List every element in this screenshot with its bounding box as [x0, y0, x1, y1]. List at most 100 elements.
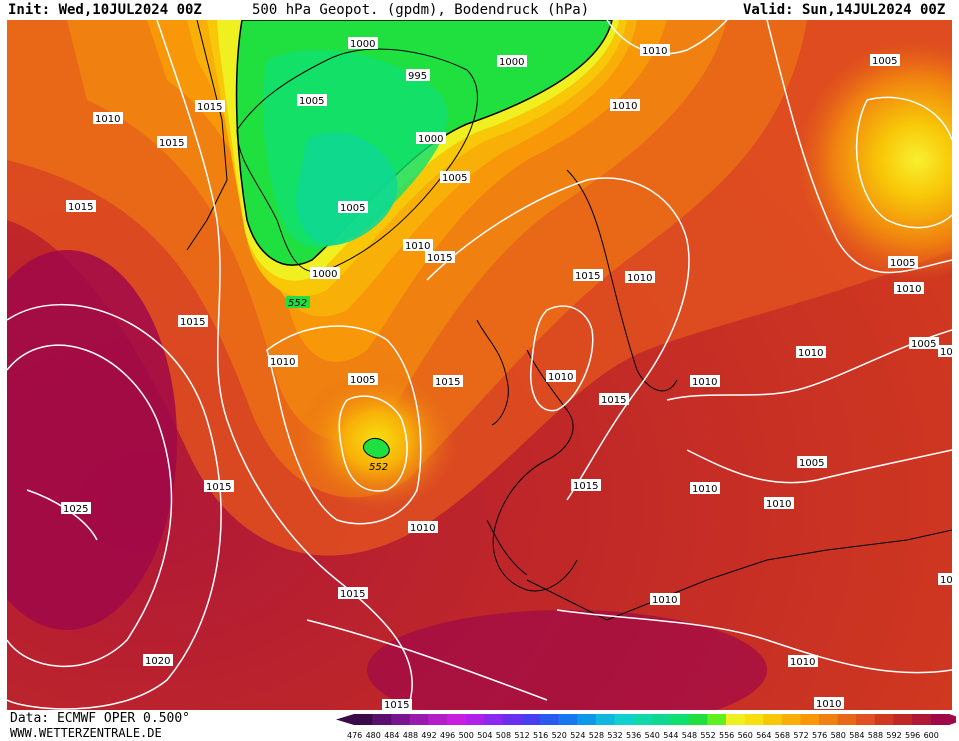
isobar-label: 1010 — [798, 348, 823, 359]
legend-swatch — [651, 714, 671, 725]
legend-swatch — [633, 714, 652, 725]
geopotential-label: 552 — [369, 462, 388, 473]
legend-tick-label: 596 — [905, 731, 920, 740]
isobar-label: 1000 — [350, 39, 375, 50]
isobar-label: 1010 — [766, 499, 791, 510]
isobar-label: 1005 — [911, 339, 936, 350]
legend-swatch — [893, 714, 913, 725]
isobar-label: 1005 — [890, 258, 915, 269]
coastlines — [186, 20, 952, 621]
color-scale-legend: 476 480 484 488 492 496 500 504 508 512 516 520 524 5… — [336, 714, 956, 740]
legend-swatch — [521, 714, 541, 725]
legend-swatch — [558, 714, 578, 725]
isobar-label: 1015 — [427, 253, 452, 264]
isobar-label: 1000 — [312, 269, 337, 280]
isobar-labels: 1000 995 1005 1000 1000 1005 1005 1000 1… — [61, 37, 952, 710]
legend-tick-label: 544 — [663, 731, 678, 740]
legend-tick-label: 516 — [533, 731, 548, 740]
isobar-label: 10 — [940, 575, 952, 586]
legend-tick-label: 548 — [682, 731, 697, 740]
isobar-label: 1015 — [68, 202, 93, 213]
legend-swatches — [336, 714, 956, 725]
legend-swatch — [595, 714, 615, 725]
isobar-label: 1010 — [652, 595, 677, 606]
height-zone-544 — [296, 132, 398, 246]
isobar-label: 1010 — [548, 372, 573, 383]
init-time-label: Init: Wed,10JUL2024 00Z — [8, 2, 202, 18]
legend-swatch — [688, 714, 708, 725]
legend-tick-label: 488 — [403, 731, 418, 740]
legend-tick-label: 520 — [552, 731, 567, 740]
legend-tick-label: 484 — [384, 731, 399, 740]
isobar-label: 1015 — [340, 589, 365, 600]
legend-tick-label: 572 — [793, 731, 808, 740]
isobar-label: 1005 — [340, 203, 365, 214]
legend-tick-label: 576 — [812, 731, 827, 740]
isobar-label: 1010 — [410, 523, 435, 534]
legend-swatch — [502, 714, 522, 725]
legend-tick-label: 592 — [886, 731, 901, 740]
isobar-label: 1015 — [197, 102, 222, 113]
legend-tick-label: 600 — [924, 731, 939, 740]
legend-tick-label: 508 — [496, 731, 511, 740]
legend-arrow-high — [949, 714, 956, 725]
isobar-label: 1015 — [180, 317, 205, 328]
legend-swatch — [819, 714, 838, 725]
legend-tick-label: 556 — [719, 731, 734, 740]
legend-tick-label: 560 — [738, 731, 753, 740]
legend-swatch — [744, 714, 764, 725]
isobar-label: 1015 — [601, 395, 626, 406]
isobar-label: 1010 — [692, 484, 717, 495]
data-source-label: Data: ECMWF OPER 0.500° — [10, 711, 191, 726]
isobar-label: 1000 — [499, 57, 524, 68]
legend-swatch — [447, 714, 466, 725]
legend-tick-label: 564 — [756, 731, 771, 740]
legend-tick-label: 584 — [849, 731, 864, 740]
isobar-lines — [7, 20, 952, 710]
legend-swatch — [484, 714, 504, 725]
legend-swatch — [428, 714, 448, 725]
isobar-label: 1020 — [145, 656, 170, 667]
isobar-label: 1025 — [63, 504, 88, 515]
legend-swatch — [874, 714, 894, 725]
isobar-label: 1005 — [299, 96, 324, 107]
legend-swatch — [837, 714, 857, 725]
legend-tick-label: 588 — [868, 731, 883, 740]
isobar-label: 1010 — [612, 101, 637, 112]
legend-tick-label: 532 — [607, 731, 622, 740]
isobar-label: 1005 — [799, 458, 824, 469]
legend-tick-label: 496 — [440, 731, 455, 740]
legend-swatch — [800, 714, 820, 725]
isobar-label: 1015 — [575, 271, 600, 282]
isobar-label: 1015 — [159, 138, 184, 149]
legend-swatch — [726, 714, 745, 725]
legend-tick-label: 580 — [831, 731, 846, 740]
isobar-label: 1010 — [896, 284, 921, 295]
eastern-low — [797, 40, 952, 280]
isobar-label: 995 — [408, 71, 427, 82]
isobar-label: 10 — [940, 347, 952, 358]
legend-tick-label: 500 — [459, 731, 474, 740]
legend-tick-label: 524 — [570, 731, 585, 740]
isobar-label: 1015 — [384, 700, 409, 710]
isobar-label: 1010 — [95, 114, 120, 125]
legend-swatch — [856, 714, 876, 725]
website-label: WWW.WETTERZENTRALE.DE — [10, 726, 162, 740]
isobar-label: 1010 — [692, 377, 717, 388]
legend-tick-label: 536 — [626, 731, 641, 740]
legend-tick-label: 504 — [477, 731, 492, 740]
legend-tick-label: 540 — [645, 731, 660, 740]
isobar-label: 1010 — [405, 241, 430, 252]
legend-tick-label: 568 — [775, 731, 790, 740]
legend-swatch — [391, 714, 411, 725]
isobar-label: 1005 — [350, 375, 375, 386]
legend-swatch — [354, 714, 373, 725]
legend-swatch — [409, 714, 429, 725]
map-title: 500 hPa Geopot. (gpdm), Bodendruck (hPa) — [252, 2, 590, 18]
isobar-label: 1015 — [206, 482, 231, 493]
isobar-label: 1005 — [872, 56, 897, 67]
legend-swatch — [614, 714, 634, 725]
valid-time-label: Valid: Sun,14JUL2024 00Z — [743, 2, 946, 18]
isobar-label: 1010 — [816, 699, 841, 710]
